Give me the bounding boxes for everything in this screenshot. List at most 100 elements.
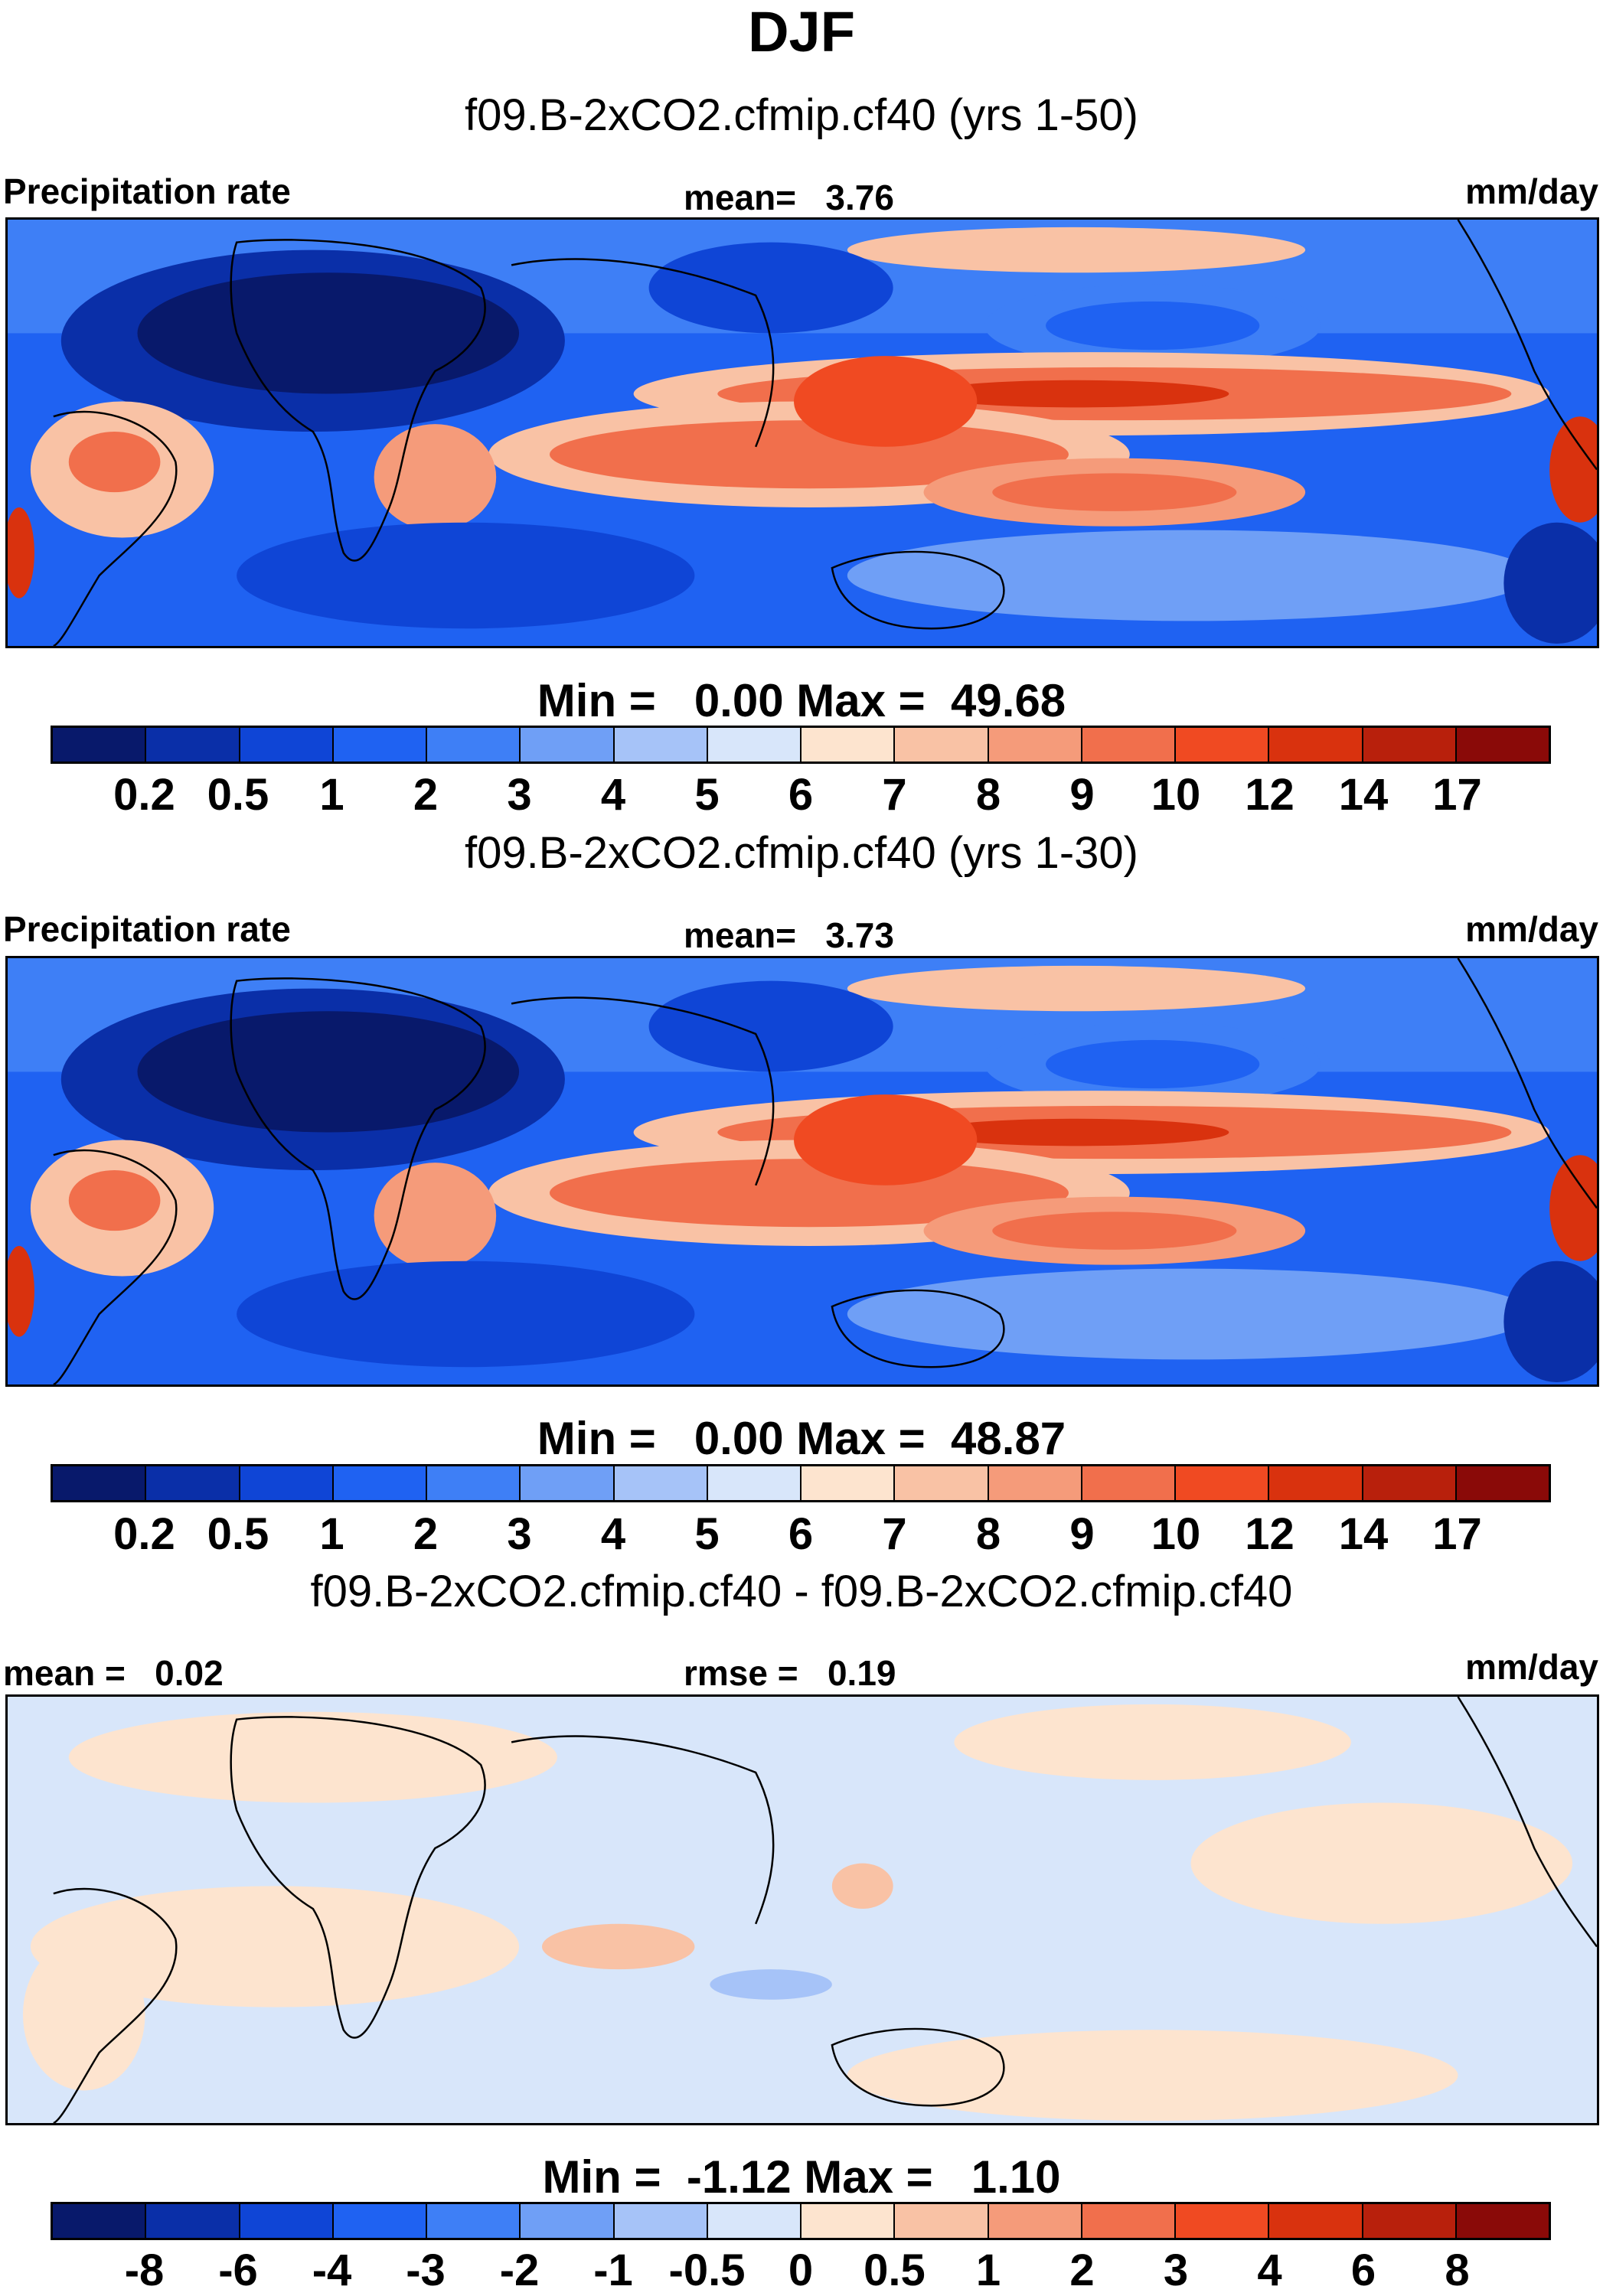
panel-1-units-label: mm/day	[1465, 171, 1598, 211]
colorbar-swatch	[427, 1466, 521, 1500]
colorbar-tick-label: 6	[788, 1509, 814, 1559]
colorbar-swatch	[1456, 728, 1549, 762]
colorbar-tick-label: 4	[1257, 2245, 1282, 2295]
panel-1-variable-label: Precipitation rate	[3, 171, 291, 211]
colorbar-swatch	[802, 2204, 896, 2238]
colorbar-tick-label: 12	[1245, 770, 1294, 820]
colorbar-swatch	[1269, 1466, 1363, 1500]
colorbar-tick-label: 17	[1432, 1509, 1482, 1559]
colorbar-swatch	[614, 728, 708, 762]
colorbar-swatch	[1363, 728, 1457, 762]
panel-2-colorbar	[51, 1464, 1551, 1502]
colorbar-swatch	[333, 1466, 427, 1500]
colorbar-tick-label: 17	[1432, 770, 1482, 820]
panel-3-map	[5, 1694, 1599, 2125]
colorbar-tick-label: 5	[694, 1509, 720, 1559]
colorbar-swatch	[1269, 2204, 1363, 2238]
colorbar-tick-label: 4	[600, 770, 626, 820]
colorbar-swatch	[707, 728, 802, 762]
colorbar-tick-label: 5	[694, 770, 720, 820]
colorbar-swatch	[614, 2204, 708, 2238]
colorbar-tick-label: 0.5	[207, 770, 269, 820]
colorbar-tick-label: -8	[124, 2245, 165, 2295]
colorbar-swatch	[1176, 728, 1270, 762]
colorbar-tick-label: -4	[312, 2245, 352, 2295]
colorbar-tick-label: -1	[593, 2245, 633, 2295]
colorbar-tick-label: 6	[788, 770, 814, 820]
colorbar-swatch	[53, 728, 147, 762]
panel-1-minmax: Min = 0.00 Max = 49.68	[537, 675, 1066, 726]
colorbar-tick-label: 7	[882, 770, 907, 820]
panel-1-colorbar-ticks: 0.2 0.5 1 2 3 4 5 6 7 8 9 10 12 14 17	[51, 770, 1551, 820]
colorbar-swatch	[1082, 1466, 1176, 1500]
colorbar-tick-label: 3	[1163, 2245, 1189, 2295]
colorbar-tick-label: -0.5	[668, 2245, 746, 2295]
colorbar-swatch	[895, 1466, 989, 1500]
colorbar-swatch	[802, 728, 896, 762]
panel-3-colorbar-ticks: -8 -6 -4 -3 -2 -1 -0.5 0 0.5 1 2 3 4 6 8	[51, 2245, 1551, 2296]
panel-2-map	[5, 956, 1599, 1387]
panel-1-precip-field	[8, 220, 1597, 646]
colorbar-swatch	[53, 1466, 147, 1500]
panel-2-units-label: mm/day	[1465, 909, 1598, 949]
panel-2-precip-field	[8, 958, 1597, 1384]
colorbar-tick-label: 6	[1350, 2245, 1376, 2295]
colorbar-swatch	[802, 1466, 896, 1500]
colorbar-tick-label: 8	[975, 1509, 1001, 1559]
colorbar-swatch	[1456, 2204, 1549, 2238]
colorbar-tick-label: 10	[1151, 1509, 1201, 1559]
colorbar-tick-label: 10	[1151, 770, 1201, 820]
colorbar-swatch	[988, 2204, 1082, 2238]
colorbar-swatch	[53, 2204, 147, 2238]
colorbar-tick-label: 1	[975, 2245, 1001, 2295]
colorbar-tick-label: 12	[1245, 1509, 1294, 1559]
colorbar-swatch	[1363, 1466, 1457, 1500]
colorbar-tick-label: 0.2	[113, 1509, 175, 1559]
colorbar-swatch	[146, 2204, 240, 2238]
colorbar-swatch	[895, 728, 989, 762]
colorbar-swatch	[895, 2204, 989, 2238]
colorbar-swatch	[707, 2204, 802, 2238]
panel-3-units-label: mm/day	[1465, 1647, 1598, 1687]
colorbar-swatch	[146, 728, 240, 762]
panel-3-title: f09.B-2xCO2.cfmip.cf40 - f09.B-2xCO2.cfm…	[310, 1567, 1293, 1616]
panel-2-title: f09.B-2xCO2.cfmip.cf40 (yrs 1-30)	[465, 828, 1138, 878]
colorbar-tick-label: -6	[218, 2245, 258, 2295]
colorbar-tick-label: 0.5	[207, 1509, 269, 1559]
colorbar-swatch	[521, 1466, 615, 1500]
colorbar-tick-label: 14	[1338, 770, 1389, 820]
panel-1-mean-label: mean= 3.76	[684, 178, 894, 217]
colorbar-tick-label: 1	[319, 770, 344, 820]
colorbar-swatch	[614, 1466, 708, 1500]
colorbar-tick-label: -3	[406, 2245, 446, 2295]
panel-1-title: f09.B-2xCO2.cfmip.cf40 (yrs 1-50)	[465, 90, 1138, 140]
colorbar-swatch	[333, 728, 427, 762]
figure-title: DJF	[748, 0, 855, 64]
colorbar-swatch	[1082, 728, 1176, 762]
colorbar-tick-label: 1	[319, 1509, 344, 1559]
colorbar-tick-label: 4	[600, 1509, 626, 1559]
panel-1-colorbar	[51, 726, 1551, 764]
colorbar-tick-label: 9	[1069, 1509, 1095, 1559]
panel-2-mean-label: mean= 3.73	[684, 915, 894, 955]
panel-2-variable-label: Precipitation rate	[3, 909, 291, 949]
colorbar-swatch	[240, 1466, 334, 1500]
colorbar-swatch	[1363, 2204, 1457, 2238]
colorbar-swatch	[427, 2204, 521, 2238]
colorbar-swatch	[521, 2204, 615, 2238]
colorbar-tick-label: 0.2	[113, 770, 175, 820]
panel-2-colorbar-ticks: 0.2 0.5 1 2 3 4 5 6 7 8 9 10 12 14 17	[51, 1509, 1551, 1560]
colorbar-swatch	[240, 2204, 334, 2238]
colorbar-swatch	[146, 1466, 240, 1500]
colorbar-swatch	[427, 728, 521, 762]
colorbar-swatch	[333, 2204, 427, 2238]
colorbar-tick-label: 2	[413, 1509, 439, 1559]
colorbar-swatch	[707, 1466, 802, 1500]
colorbar-tick-label: 2	[413, 770, 439, 820]
colorbar-swatch	[1176, 1466, 1270, 1500]
colorbar-tick-label: 8	[975, 770, 1001, 820]
panel-1-map	[5, 217, 1599, 648]
colorbar-swatch	[521, 728, 615, 762]
colorbar-tick-label: 0.5	[864, 2245, 926, 2295]
panel-3-rmse-label: rmse = 0.19	[684, 1653, 896, 1693]
